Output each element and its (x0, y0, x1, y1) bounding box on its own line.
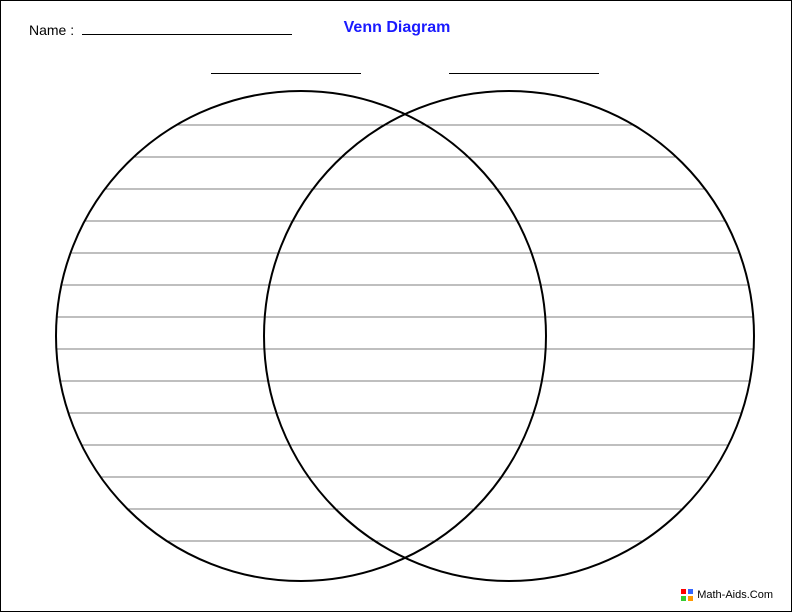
venn-diagram (1, 1, 792, 613)
footer-logo-icon (681, 589, 693, 601)
footer-attribution: Math-Aids.Com (681, 589, 773, 601)
footer-text: Math-Aids.Com (697, 589, 773, 601)
